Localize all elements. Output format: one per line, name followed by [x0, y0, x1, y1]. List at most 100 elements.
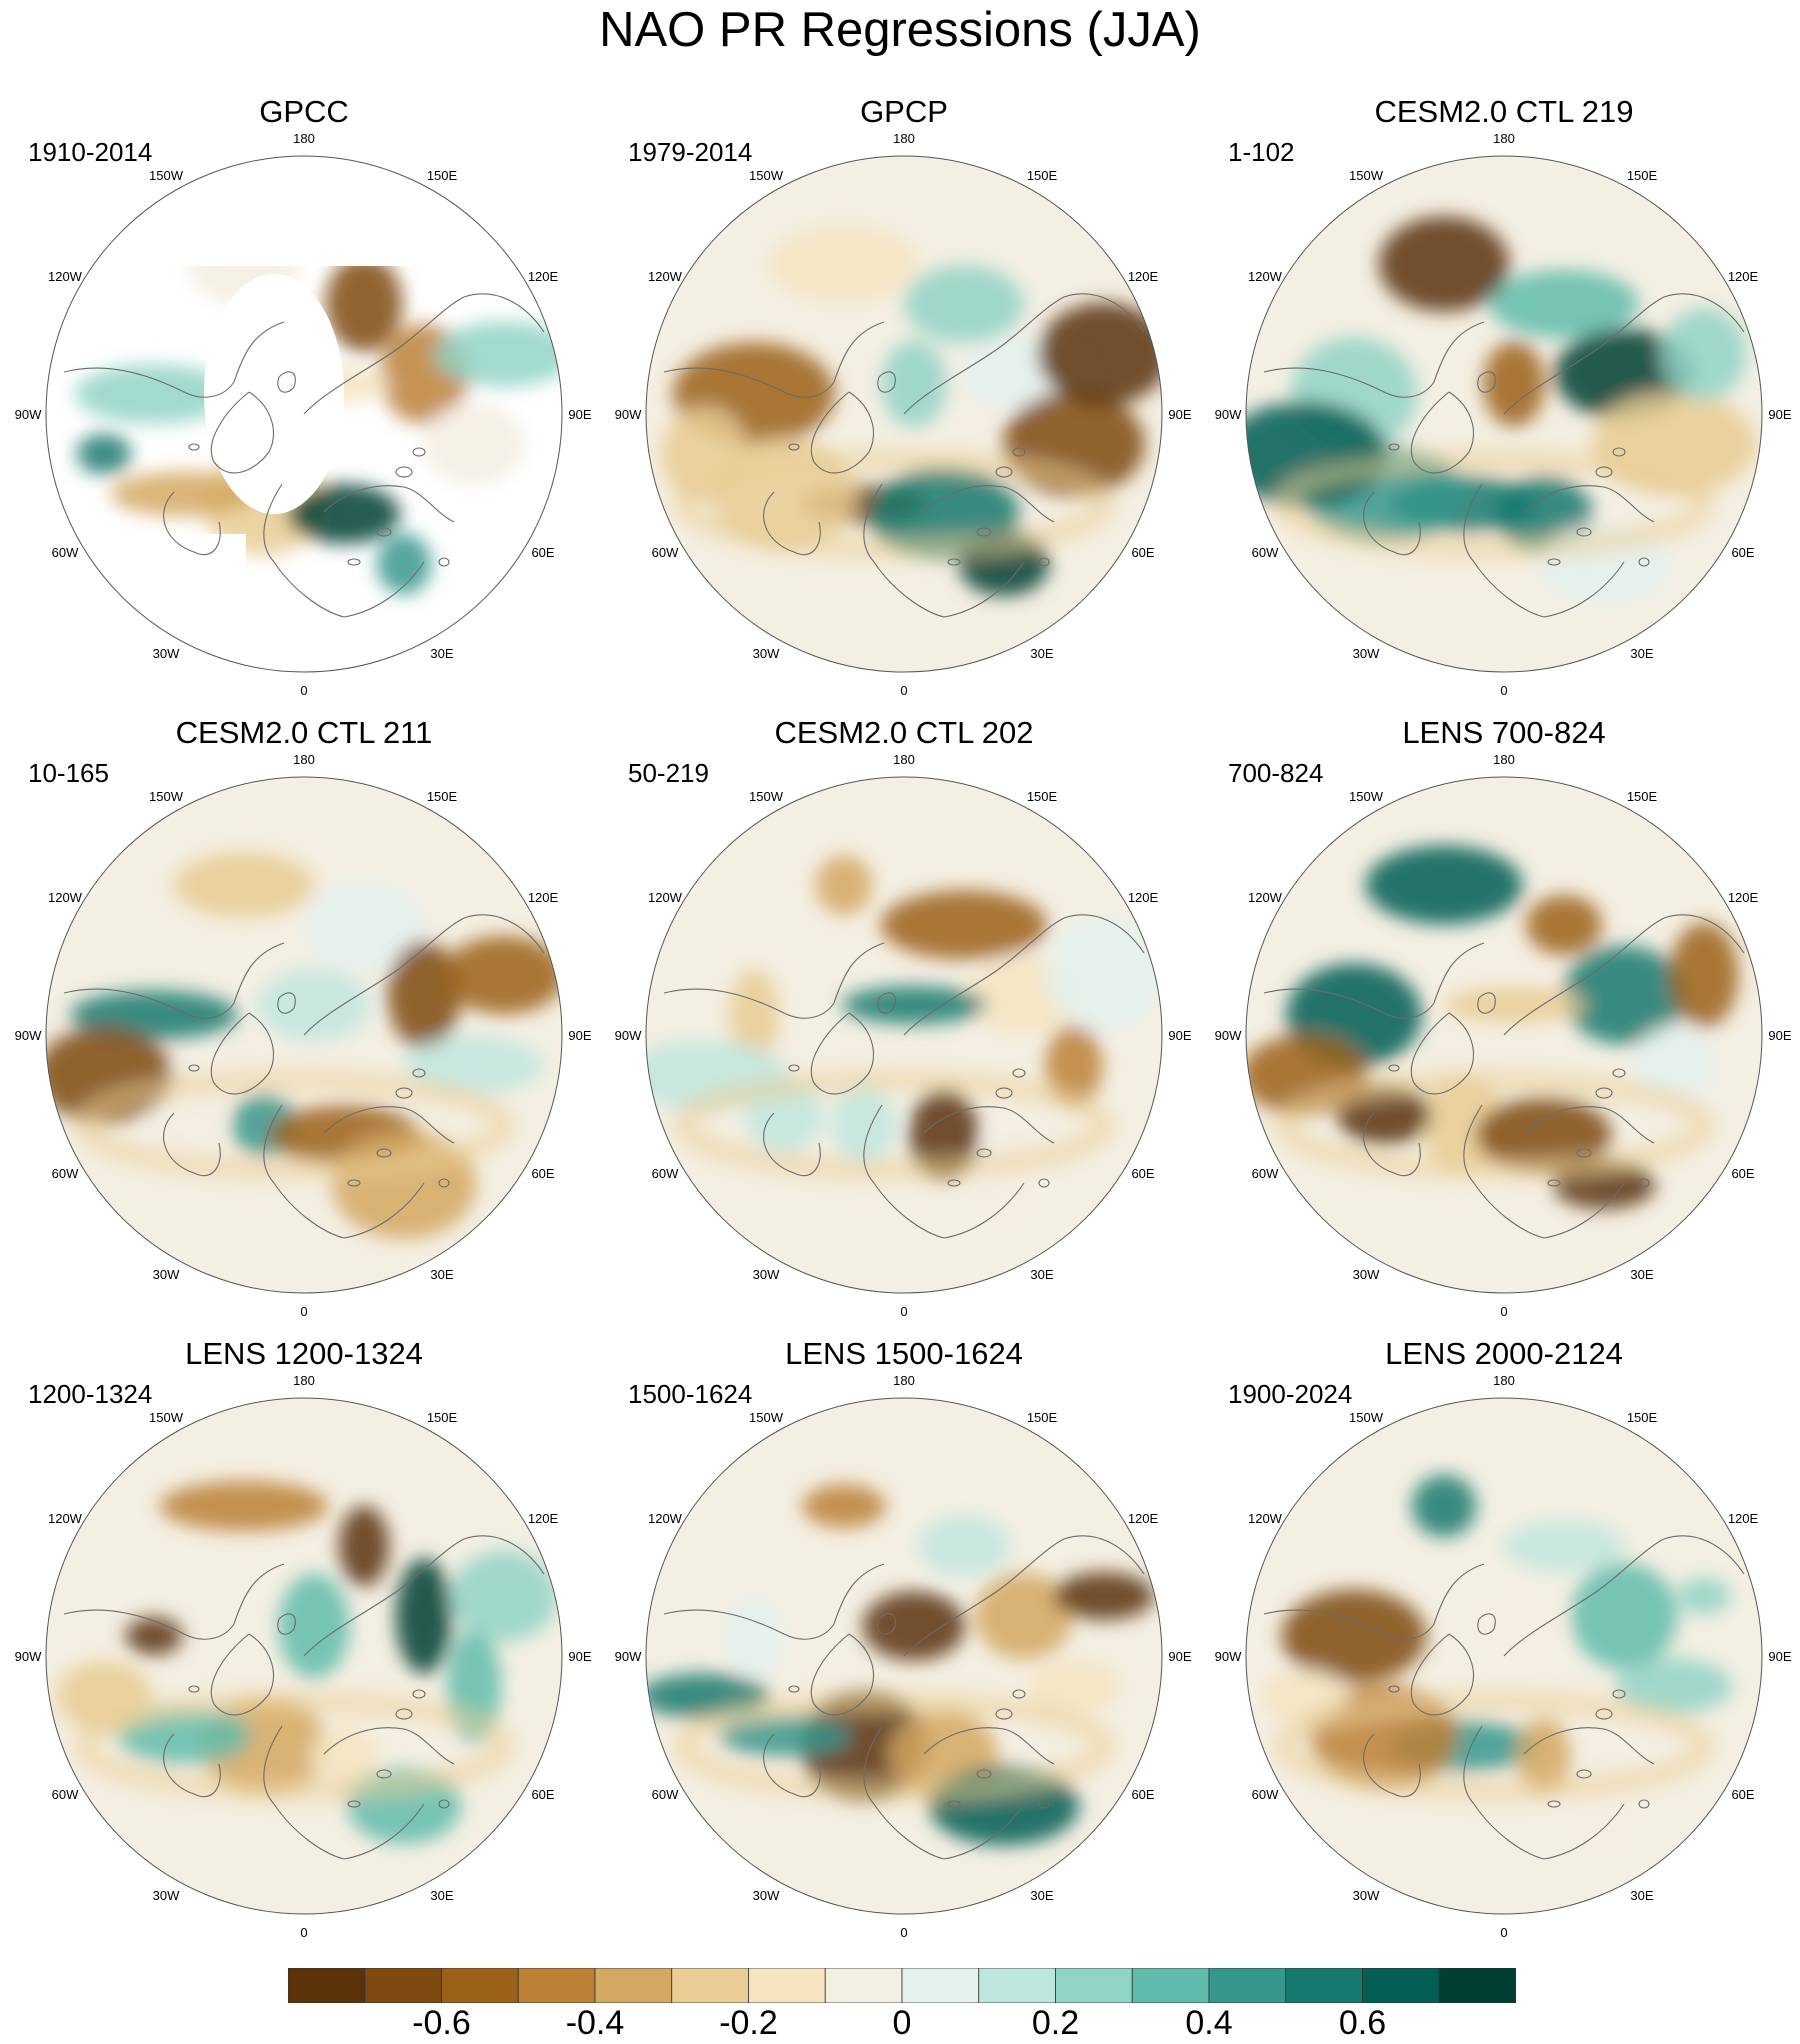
anomaly-region — [302, 880, 426, 970]
island-outline — [1038, 1178, 1050, 1188]
anomaly-field — [1246, 845, 1739, 1210]
longitude-label: 30E — [1630, 646, 1653, 661]
island-outline — [395, 1087, 413, 1099]
longitude-label: 60W — [1252, 545, 1279, 560]
island-outline — [947, 1800, 961, 1808]
anomaly-region — [728, 968, 780, 1062]
coastline — [1463, 483, 1625, 618]
island-outline — [1595, 1708, 1613, 1720]
anomaly-region — [1615, 1658, 1733, 1714]
longitude-label: 120E — [528, 890, 559, 905]
island-outline — [438, 1178, 450, 1188]
island-outline — [438, 1799, 450, 1809]
anomaly-region — [325, 255, 403, 353]
island-outline — [1595, 466, 1613, 478]
panel-period: 50-219 — [628, 758, 709, 788]
colorbar-swatch — [517, 1968, 596, 2003]
anomaly-region — [159, 1480, 329, 1532]
map-panel-lens-1500-1624: 180 150E 120E 90E 60E 30E 0 30W 60W 90W 120W 150W L… — [615, 1334, 1192, 1940]
island-outline — [995, 1087, 1013, 1099]
colorbar-tick: 0 — [892, 2004, 912, 2042]
coastlines — [63, 914, 545, 1239]
anomaly-field — [646, 1484, 1155, 1846]
polar-map: 180 150E 120E 90E 60E 30E 0 30W 60W 90W 120W 150W — [1215, 752, 1792, 1319]
anomaly-region — [973, 1129, 1035, 1241]
panel-title: LENS 1200-1324 — [185, 1336, 423, 1371]
coastline — [1477, 371, 1496, 393]
coastline — [1503, 914, 1745, 1036]
longitude-label: 90E — [1768, 407, 1791, 422]
coastline — [663, 942, 885, 1019]
longitude-label: 90W — [615, 407, 642, 422]
longitude-label: 30W — [753, 1888, 780, 1903]
coastline — [923, 1106, 1055, 1144]
panel-title: GPCC — [259, 94, 349, 129]
anomaly-field — [646, 854, 1162, 1241]
panel-period: 1200-1324 — [28, 1379, 153, 1409]
coastline — [1523, 1727, 1655, 1765]
polar-map: 180 150E 120E 90E 60E 30E 0 30W 60W 90W 120W 150W — [1215, 131, 1792, 698]
masked-ocean — [46, 156, 562, 266]
longitude-label: 180 — [293, 752, 315, 767]
anomaly-belt — [673, 1069, 1115, 1181]
longitude-label: 60W — [1252, 1787, 1279, 1802]
island-outline — [1638, 557, 1650, 567]
colorbar-swatch — [441, 1968, 519, 2003]
coastline — [277, 992, 296, 1014]
anomaly-region — [1045, 917, 1162, 1033]
coastlines — [663, 1535, 1145, 1860]
colorbar-swatch — [1208, 1968, 1287, 2003]
map-boundary — [45, 1397, 563, 1915]
colorbar-swatch — [1285, 1968, 1363, 2003]
longitude-label: 60E — [1131, 1166, 1154, 1181]
coastline — [1410, 1633, 1474, 1716]
coastline — [863, 1725, 1025, 1860]
polar-map: 180 150E 120E 90E 60E 30E 0 30W 60W 90W 120W 150W — [615, 752, 1192, 1319]
longitude-label: 150E — [1027, 789, 1058, 804]
island-outline — [347, 558, 361, 566]
island-outline — [1038, 1799, 1050, 1809]
longitude-label: 30W — [1353, 1888, 1380, 1903]
longitude-label: 30E — [1630, 1888, 1653, 1903]
anomaly-region — [1411, 1474, 1477, 1538]
longitude-label: 30E — [430, 646, 453, 661]
longitude-label: 120E — [1128, 1511, 1159, 1526]
longitude-label: 60W — [652, 1787, 679, 1802]
colorbar-swatch — [1438, 1968, 1516, 2003]
coastlines — [663, 914, 1145, 1239]
island-outline — [1388, 1685, 1400, 1693]
coastline — [903, 914, 1145, 1036]
longitude-label: 120E — [528, 1511, 559, 1526]
anomaly-field — [1246, 216, 1758, 605]
longitude-label: 180 — [1493, 1373, 1515, 1388]
longitude-label: 90E — [1168, 1649, 1191, 1664]
map-boundary — [45, 776, 563, 1294]
anomaly-belt — [673, 448, 1115, 560]
island-outline — [1547, 558, 1561, 566]
map-boundary — [645, 155, 1163, 673]
colorbar-swatch — [671, 1968, 749, 2003]
longitude-label: 0 — [300, 683, 307, 698]
colorbar-swatch — [1131, 1968, 1210, 2003]
longitude-label: 30E — [1030, 646, 1053, 661]
colorbar-swatch — [364, 1968, 442, 2003]
longitude-label: 60W — [52, 1787, 79, 1802]
anomaly-region — [1517, 1718, 1571, 1794]
panel-period: 1910-2014 — [28, 137, 153, 167]
longitude-label: 30W — [153, 646, 180, 661]
coastline — [303, 293, 545, 415]
coastline — [810, 1633, 874, 1716]
masked-ocean — [204, 274, 344, 514]
anomaly-region — [841, 985, 987, 1025]
island-outline — [1038, 557, 1050, 567]
coastline — [263, 483, 425, 618]
coastline — [63, 942, 285, 1019]
longitude-label: 0 — [300, 1304, 307, 1319]
coastline — [63, 1563, 285, 1640]
colorbar-swatch — [748, 1968, 826, 2003]
polar-map: 180 150E 120E 90E 60E 30E 0 30W 60W 90W 120W 150W — [15, 752, 592, 1319]
colorbar-tick: -0.2 — [719, 2004, 778, 2042]
coastline — [903, 1535, 1145, 1657]
island-outline — [1638, 1799, 1650, 1809]
longitude-label: 150W — [149, 1410, 184, 1425]
